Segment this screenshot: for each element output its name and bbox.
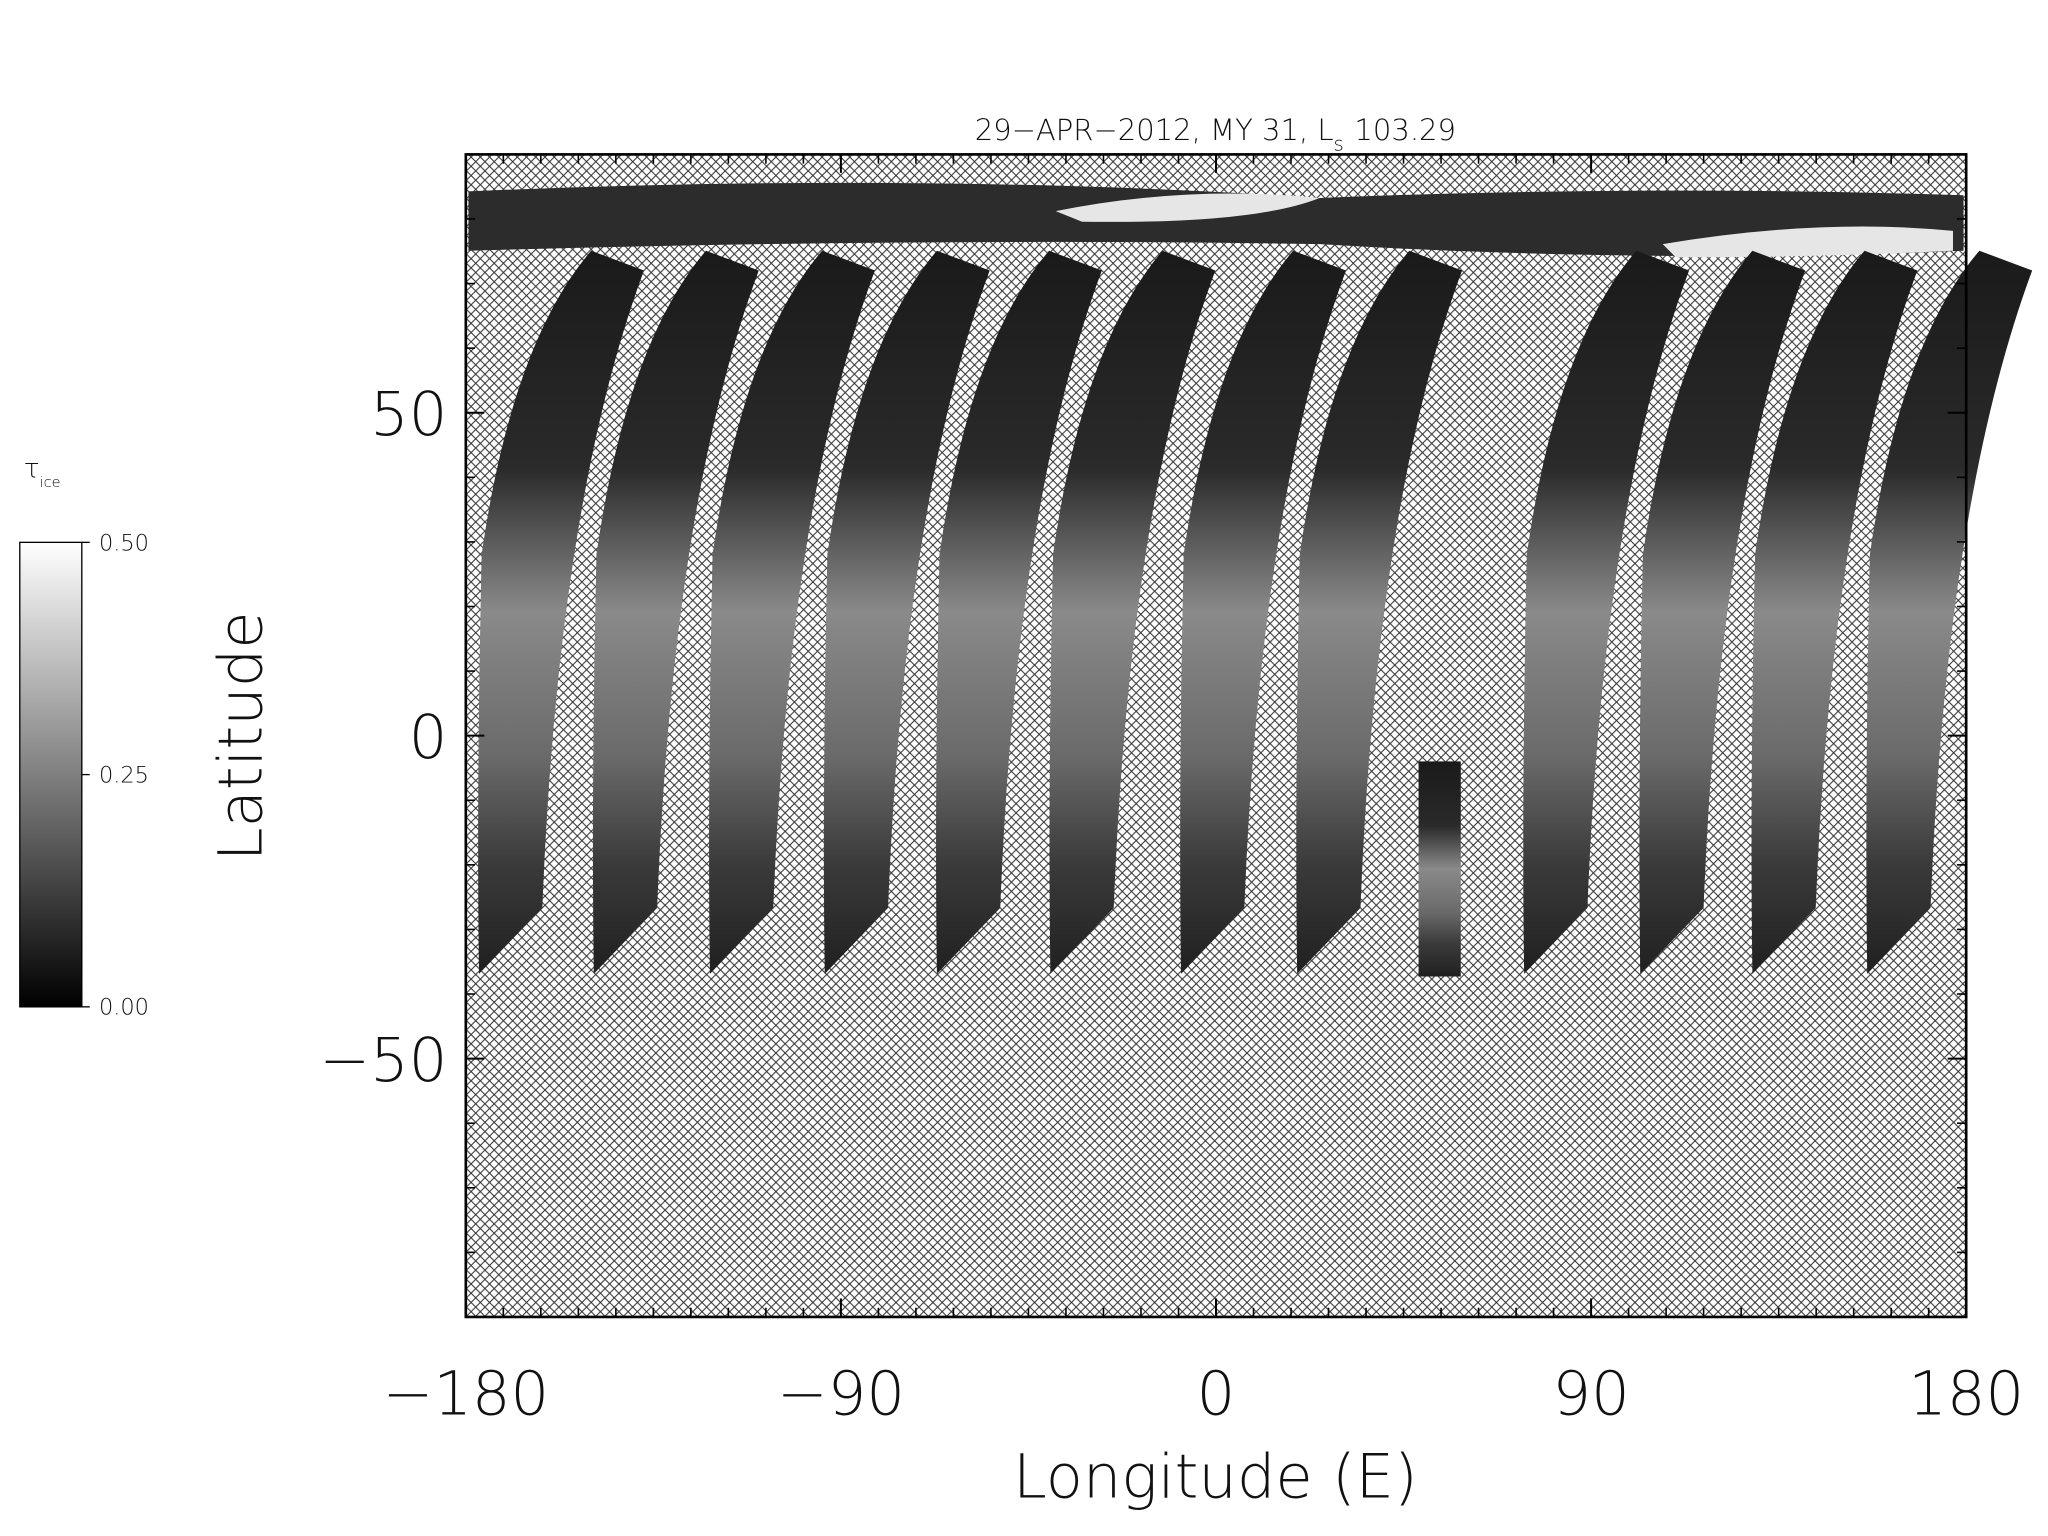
swath — [1180, 250, 1346, 974]
title-tail: 103.29 — [1354, 113, 1456, 147]
swath — [823, 250, 990, 974]
x-axis-label: Longitude (E) — [1013, 1443, 1418, 1513]
swaths — [478, 250, 2033, 974]
colorbar-label: τice — [24, 455, 61, 491]
colorbar-label-sub: ice — [40, 475, 61, 491]
y-tick-label: −50 — [319, 1026, 447, 1096]
x-tick-label: −90 — [777, 1360, 905, 1430]
swath — [1523, 250, 1690, 974]
swath — [1866, 250, 2033, 974]
title-sub: s — [1334, 132, 1344, 155]
colorbar-tick-label: 0.00 — [99, 995, 149, 1021]
y-tick-label: 0 — [409, 703, 448, 773]
swath — [1751, 250, 1918, 974]
swath — [1639, 250, 1806, 974]
x-tick-label: 180 — [1908, 1360, 2024, 1430]
colorbar-label-main: τ — [24, 455, 40, 485]
y-tick-label: 50 — [370, 380, 447, 450]
y-axis-label: Latitude — [206, 611, 276, 861]
swath — [936, 250, 1102, 974]
colorbar-tick-label: 0.25 — [99, 763, 149, 789]
colorbar-ticks: 0.00 0.25 0.50 — [81, 530, 149, 1021]
chart-title: 29−APR−2012, MY 31, Ls 103.29 — [975, 113, 1456, 156]
swath — [709, 250, 875, 974]
x-tick-label: −180 — [382, 1360, 549, 1430]
map-area — [465, 154, 2033, 1317]
swath — [1049, 250, 1216, 974]
swath — [592, 250, 759, 974]
x-tick-label: 90 — [1552, 1360, 1629, 1430]
polar-band — [468, 182, 1964, 256]
x-tick-label: 0 — [1197, 1360, 1236, 1430]
swath — [1296, 250, 1463, 974]
axes: −180 −90 0 90 180 −50 0 50 — [319, 154, 2024, 1430]
swath — [478, 250, 644, 974]
title-main: 29−APR−2012, MY 31, L — [975, 113, 1334, 147]
swath — [1418, 761, 1461, 977]
polar-bright — [1055, 193, 1953, 258]
colorbar-tick-label: 0.50 — [99, 530, 149, 556]
colorbar — [19, 541, 83, 1008]
